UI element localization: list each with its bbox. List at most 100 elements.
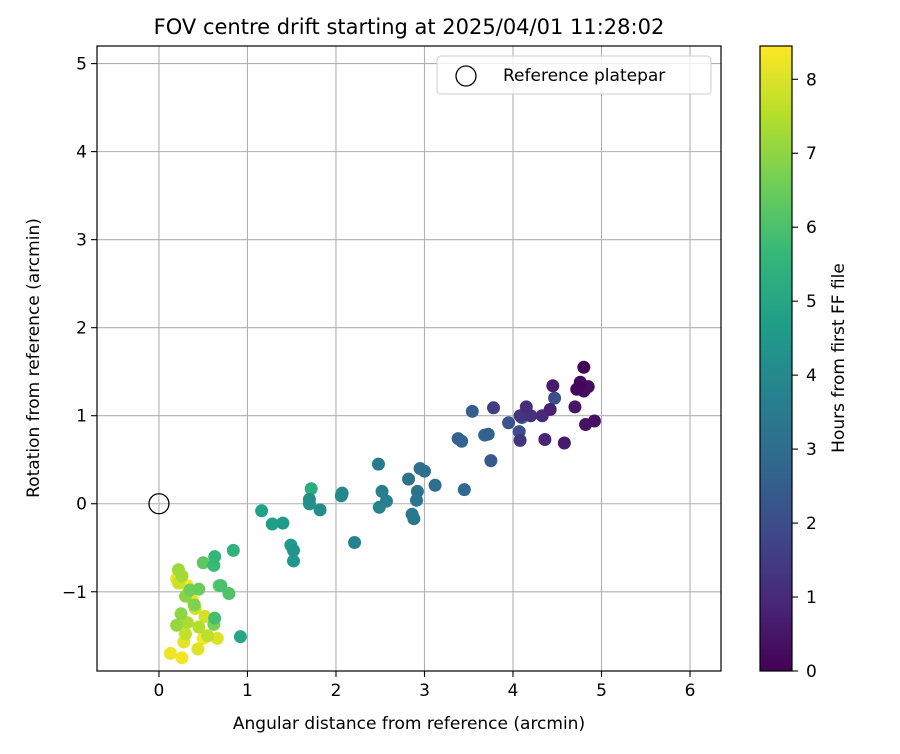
legend: Reference platepar: [436, 55, 712, 95]
y-axis-ticks: −1 0 1 2 3 4 5: [62, 55, 97, 603]
data-point: [174, 607, 188, 621]
data-point: [171, 563, 185, 577]
data-point: [513, 433, 527, 447]
y-tick-label: 4: [76, 143, 87, 163]
x-tick-label: 6: [685, 681, 696, 701]
data-point: [348, 535, 362, 549]
data-point: [255, 504, 269, 518]
data-point: [484, 454, 498, 468]
data-point: [577, 360, 591, 374]
data-point: [451, 432, 465, 446]
y-tick-label: 2: [76, 319, 87, 339]
x-axis-label: Angular distance from reference (arcmin): [233, 714, 585, 734]
data-point: [478, 428, 492, 442]
data-point: [192, 582, 206, 596]
colorbar-gradient: [760, 46, 792, 671]
data-point: [538, 432, 552, 446]
plot-frame: [96, 45, 722, 672]
colorbar-tick-label: 6: [806, 218, 817, 238]
colorbar-tick-label: 0: [806, 662, 817, 682]
data-point: [170, 618, 184, 632]
data-points: [163, 360, 601, 665]
data-point: [573, 375, 587, 389]
data-point: [222, 587, 236, 601]
x-axis-ticks: 0 1 2 3 4 5 6: [154, 671, 696, 701]
data-point: [214, 579, 228, 593]
x-tick-label: 5: [596, 681, 607, 701]
data-point: [208, 611, 222, 625]
data-point: [191, 642, 205, 656]
data-point: [198, 609, 212, 623]
legend-reference-marker: [455, 65, 477, 87]
data-point: [163, 646, 177, 660]
data-point: [192, 620, 206, 634]
colorbar-tick-label: 8: [806, 70, 817, 90]
y-tick-label: 3: [76, 231, 87, 251]
x-tick-label: 2: [331, 681, 342, 701]
data-point: [379, 494, 393, 508]
data-point: [302, 492, 316, 506]
data-point: [265, 517, 279, 531]
colorbar-tick-label: 7: [806, 144, 817, 164]
data-point: [233, 630, 247, 644]
colorbar-tick-label: 4: [806, 366, 817, 386]
colorbar-tick-label: 1: [806, 588, 817, 608]
y-tick-label: 5: [76, 55, 87, 75]
grid: [97, 46, 721, 671]
data-point: [502, 416, 516, 430]
data-point: [548, 391, 562, 405]
y-axis-label: Rotation from reference (arcmin): [24, 218, 44, 498]
data-point: [405, 507, 419, 521]
data-point: [179, 627, 193, 641]
data-point: [286, 554, 300, 568]
data-point: [335, 486, 349, 500]
data-point: [175, 651, 189, 665]
data-point: [286, 543, 300, 557]
x-tick-label: 3: [419, 681, 430, 701]
data-point: [276, 516, 290, 530]
data-point: [417, 464, 431, 478]
colorbar-tick-label: 5: [806, 292, 817, 312]
colorbar-ticks: 0 1 2 3 4 5 6 7 8: [792, 70, 817, 682]
y-tick-label: 0: [76, 495, 87, 515]
data-point: [210, 631, 224, 645]
data-point: [187, 598, 201, 612]
data-point: [587, 414, 601, 428]
chart-title: FOV centre drift starting at 2025/04/01 …: [154, 15, 665, 39]
data-point: [201, 629, 215, 643]
colorbar-tick-label: 2: [806, 514, 817, 534]
data-point: [428, 478, 442, 492]
data-point: [568, 400, 582, 414]
data-point: [208, 550, 222, 564]
data-point: [304, 482, 318, 496]
y-tick-label: 1: [76, 407, 87, 427]
colorbar: 0 1 2 3 4 5 6 7 8 Hours from first FF file: [759, 45, 849, 682]
data-point: [196, 556, 210, 570]
data-point: [313, 503, 327, 517]
x-tick-label: 4: [508, 681, 519, 701]
data-point: [487, 401, 501, 415]
x-tick-label: 1: [242, 681, 253, 701]
data-point: [457, 483, 471, 497]
data-point: [402, 472, 416, 486]
y-tick-label: −1: [62, 583, 87, 603]
colorbar-label: Hours from first FF file: [829, 263, 849, 453]
x-tick-label: 0: [154, 681, 165, 701]
data-point: [557, 436, 571, 450]
data-point: [375, 484, 389, 498]
reference-marker-layer: [148, 493, 170, 515]
data-point: [226, 543, 240, 557]
data-point: [543, 403, 557, 417]
legend-box: [436, 55, 712, 95]
data-point: [546, 379, 560, 393]
legend-entry-reference-platepar: Reference platepar: [503, 66, 665, 86]
data-point: [465, 404, 479, 418]
data-point: [519, 400, 533, 414]
colorbar-frame: [759, 45, 793, 672]
colorbar-tick-label: 3: [806, 440, 817, 460]
data-point: [410, 484, 424, 498]
reference-platepar-marker: [148, 493, 170, 515]
data-point: [371, 457, 385, 471]
